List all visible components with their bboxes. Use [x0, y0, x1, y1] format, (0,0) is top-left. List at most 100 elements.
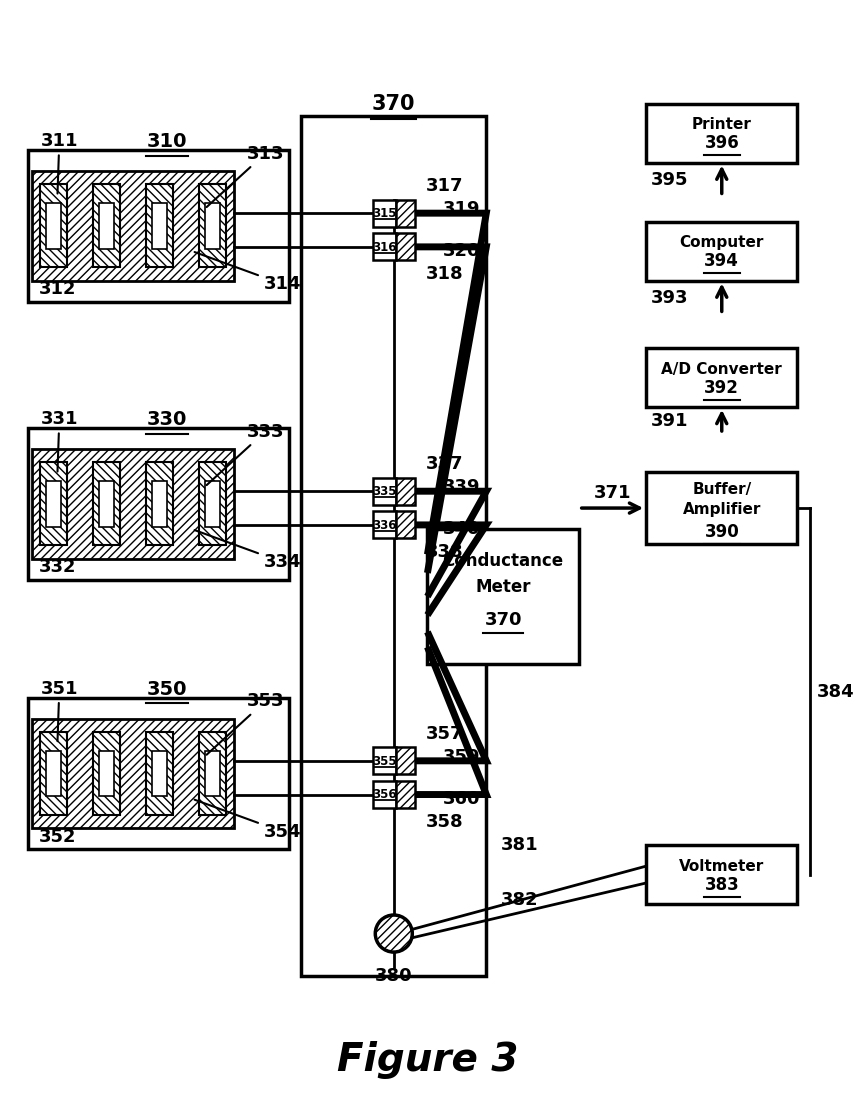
Bar [301, 116, 486, 976]
Text: 314: 314 [194, 252, 301, 293]
Bar [646, 348, 797, 407]
Bar [46, 751, 62, 796]
Bar [373, 234, 395, 261]
Text: 310: 310 [147, 132, 187, 151]
Text: 331: 331 [41, 410, 78, 471]
Bar [199, 462, 225, 546]
Bar [199, 732, 225, 815]
Text: 332: 332 [39, 558, 76, 577]
Text: 330: 330 [147, 410, 186, 429]
Text: 354: 354 [194, 800, 301, 841]
Text: 394: 394 [704, 253, 739, 271]
Text: 317: 317 [425, 177, 463, 195]
Text: 359: 359 [442, 747, 479, 765]
Text: 319: 319 [442, 200, 479, 218]
Bar [146, 184, 173, 267]
Circle shape [375, 915, 412, 953]
Text: Amplifier: Amplifier [682, 502, 760, 518]
Bar [395, 200, 414, 227]
Text: Figure 3: Figure 3 [336, 1041, 518, 1079]
Text: Meter: Meter [475, 578, 531, 596]
Bar [40, 184, 68, 267]
Text: 390: 390 [704, 522, 739, 541]
Text: 353: 353 [206, 692, 284, 755]
Text: 395: 395 [650, 171, 688, 189]
Text: 370: 370 [372, 94, 415, 114]
Text: 396: 396 [704, 134, 739, 152]
Bar [28, 150, 289, 302]
Text: Conductance: Conductance [442, 552, 564, 570]
Bar [199, 184, 225, 267]
Bar [205, 481, 219, 527]
Bar [646, 222, 797, 281]
Text: 333: 333 [206, 423, 284, 486]
Text: 371: 371 [593, 484, 631, 502]
Bar [395, 781, 414, 808]
Text: 311: 311 [41, 132, 78, 194]
Text: 338: 338 [425, 543, 463, 561]
Text: 384: 384 [816, 682, 854, 701]
Bar [93, 184, 121, 267]
Bar [146, 732, 173, 815]
Text: 312: 312 [39, 281, 76, 298]
Text: 313: 313 [206, 144, 284, 207]
Bar [99, 481, 114, 527]
Bar [427, 529, 578, 664]
Bar [46, 203, 62, 248]
Bar [395, 511, 414, 539]
Bar [373, 781, 395, 808]
Text: 352: 352 [39, 827, 76, 846]
Text: 393: 393 [650, 288, 688, 306]
Bar [373, 200, 395, 227]
Bar [93, 462, 121, 546]
Text: 380: 380 [375, 967, 413, 985]
Text: 381: 381 [501, 836, 538, 854]
Bar [646, 104, 797, 163]
Bar [152, 203, 166, 248]
Text: 350: 350 [147, 680, 187, 699]
Text: 392: 392 [704, 378, 739, 397]
Bar [395, 478, 414, 505]
Text: 315: 315 [372, 207, 396, 220]
Bar [373, 478, 395, 505]
Bar [646, 472, 797, 545]
Bar [395, 234, 414, 261]
Text: 370: 370 [484, 611, 522, 629]
Bar [32, 719, 234, 828]
Text: 335: 335 [372, 485, 396, 498]
Text: Voltmeter: Voltmeter [679, 858, 764, 874]
Bar [40, 732, 68, 815]
Text: 320: 320 [442, 242, 479, 261]
Bar [99, 203, 114, 248]
Text: 391: 391 [650, 411, 688, 429]
Bar [32, 171, 234, 281]
Bar [373, 511, 395, 539]
Bar [152, 751, 166, 796]
Text: 339: 339 [442, 478, 479, 496]
Bar [46, 481, 62, 527]
Text: 334: 334 [194, 530, 301, 571]
Text: Computer: Computer [679, 235, 764, 251]
Text: 360: 360 [442, 790, 479, 807]
Text: 340: 340 [442, 520, 479, 538]
Bar [205, 203, 219, 248]
Text: 337: 337 [425, 456, 463, 474]
Text: 357: 357 [425, 725, 463, 743]
Bar [646, 845, 797, 904]
Text: 383: 383 [704, 876, 739, 894]
Bar [28, 428, 289, 580]
Text: 336: 336 [372, 519, 396, 531]
Bar [40, 462, 68, 546]
Text: 351: 351 [41, 680, 78, 741]
Bar [152, 481, 166, 527]
Text: 382: 382 [501, 891, 538, 909]
Text: 316: 316 [372, 241, 396, 254]
Bar [28, 698, 289, 849]
Bar [146, 462, 173, 546]
Text: 358: 358 [425, 813, 463, 831]
Text: 356: 356 [372, 788, 396, 801]
Bar [395, 747, 414, 774]
Bar [373, 747, 395, 774]
Bar [99, 751, 114, 796]
Bar [93, 732, 121, 815]
